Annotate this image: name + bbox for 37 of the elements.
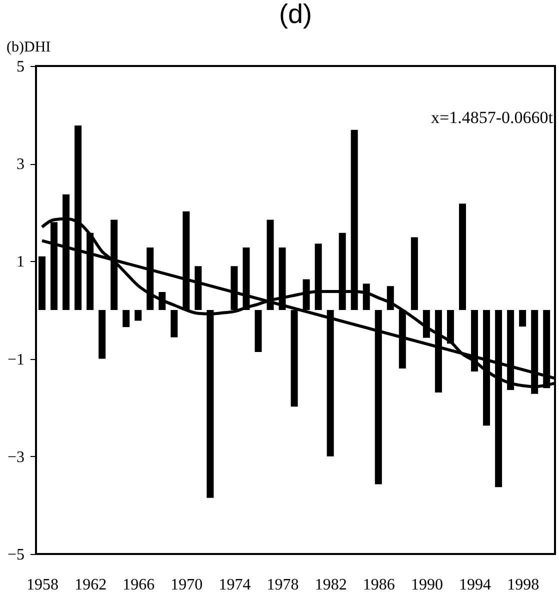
y-axis-title: (b)DHI bbox=[6, 40, 51, 56]
y-tick-label: 5 bbox=[16, 58, 24, 76]
bar bbox=[398, 310, 406, 369]
bar bbox=[254, 310, 262, 352]
x-tick-label: 1990 bbox=[410, 576, 443, 594]
bar bbox=[230, 266, 238, 310]
y-tick-label: −1 bbox=[7, 351, 24, 368]
x-tick-label: 1994 bbox=[459, 576, 492, 594]
bar bbox=[122, 310, 130, 328]
bar bbox=[519, 310, 526, 327]
bar bbox=[170, 310, 178, 338]
x-tick-label: 1966 bbox=[122, 576, 155, 594]
x-tick-label: 1958 bbox=[26, 576, 59, 594]
x-tick-label: 1998 bbox=[507, 576, 540, 594]
bar bbox=[278, 248, 286, 310]
bar bbox=[98, 310, 106, 359]
bar bbox=[458, 204, 466, 310]
x-tick-label: 1986 bbox=[362, 576, 395, 594]
y-tick-label: 3 bbox=[16, 156, 24, 174]
chart-title: (d) bbox=[279, 0, 312, 29]
y-tick-label: 1 bbox=[16, 254, 24, 271]
annotation: x=1.4857-0.0660t bbox=[431, 108, 554, 127]
x-tick-label: 1970 bbox=[170, 576, 203, 594]
x-tick-label: 1962 bbox=[74, 576, 107, 594]
y-tick-label: −3 bbox=[7, 448, 24, 466]
bar bbox=[194, 266, 202, 310]
bar bbox=[242, 248, 250, 310]
bar bbox=[314, 244, 322, 310]
bar bbox=[134, 310, 142, 321]
x-tick-label: 1978 bbox=[266, 576, 299, 594]
x-tick-label: 1982 bbox=[314, 576, 347, 594]
bar bbox=[410, 237, 418, 310]
bar bbox=[446, 310, 454, 344]
y-tick-label: −5 bbox=[7, 546, 24, 564]
x-tick-label: 1974 bbox=[218, 576, 251, 594]
bar bbox=[338, 232, 346, 310]
bar bbox=[38, 256, 46, 310]
